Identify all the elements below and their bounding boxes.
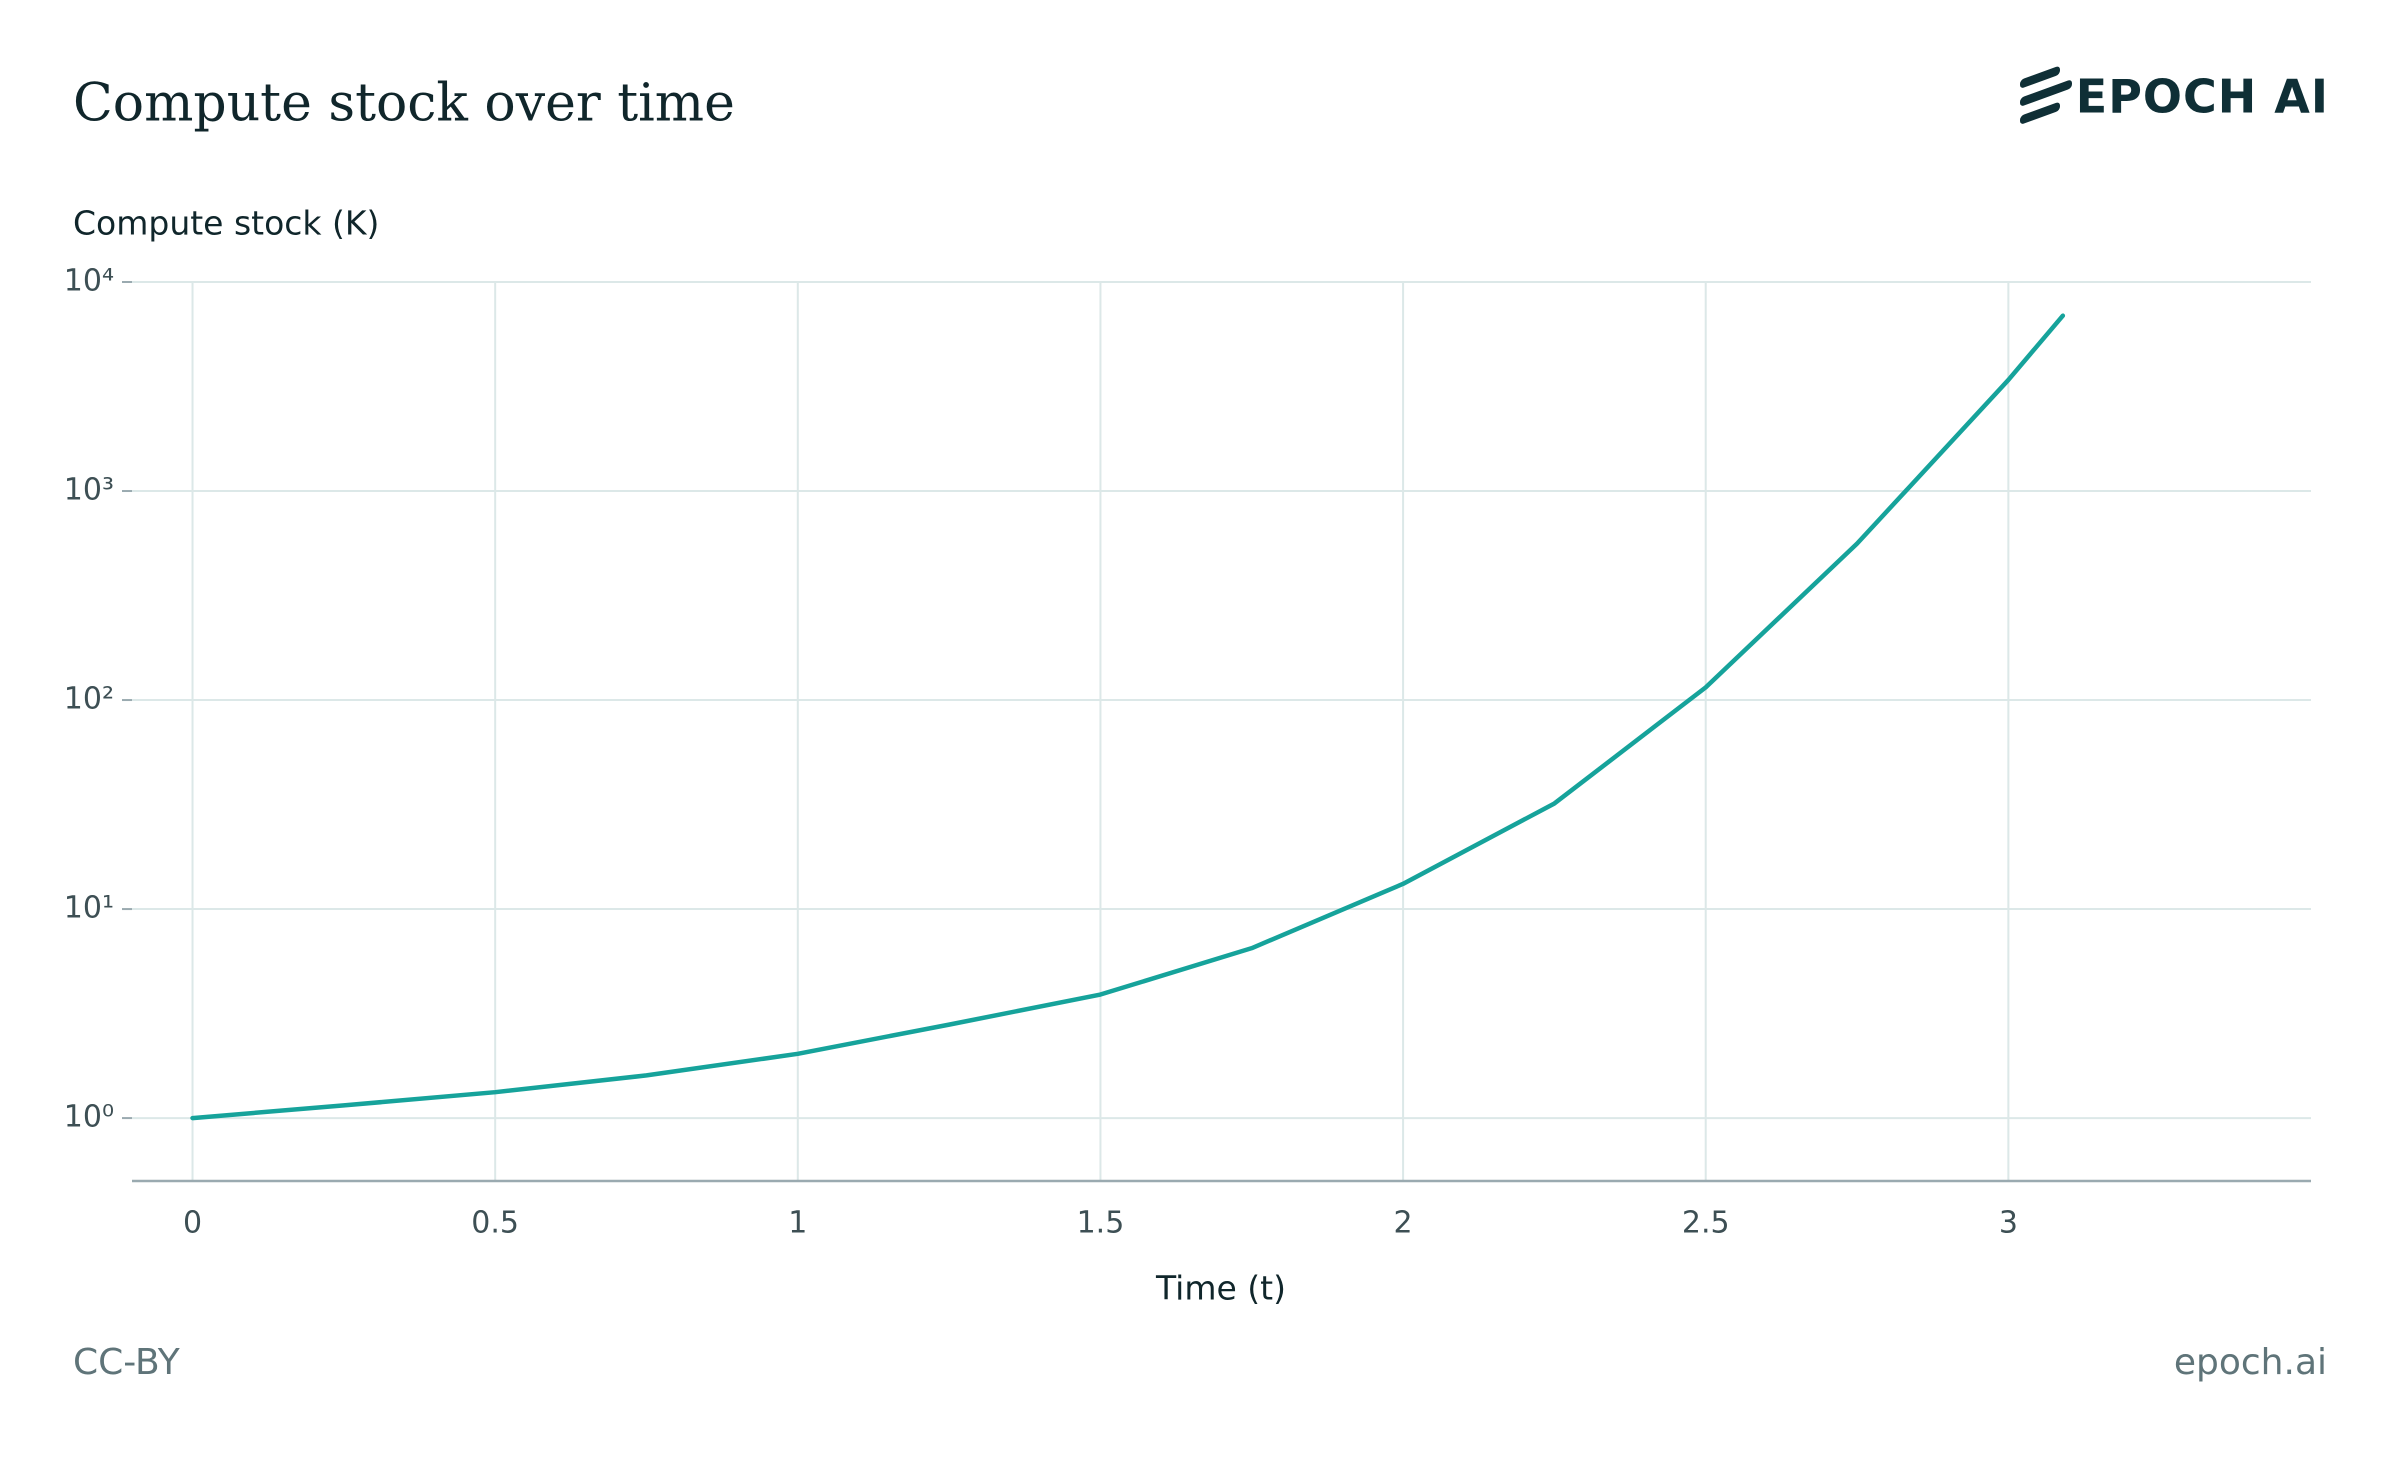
- license: CC-BY: [73, 1342, 181, 1383]
- grid: [132, 281, 2311, 1181]
- x-tick-label: 0: [183, 1206, 202, 1241]
- brand-logo: EPOCH AI: [2020, 66, 2329, 124]
- chart-title: Compute stock over time: [73, 74, 735, 134]
- x-tick-label: 0.5: [471, 1206, 519, 1241]
- data-line: [190, 313, 2066, 1121]
- x-tick-label: 2.5: [1682, 1206, 1730, 1241]
- y-tick-label: 10⁰: [64, 1100, 114, 1135]
- y-tick-label: 10²: [64, 682, 114, 717]
- brand-name: EPOCH AI: [2076, 70, 2329, 124]
- y-tick-label: 10³: [64, 473, 114, 508]
- y-axis-title: Compute stock (K): [73, 204, 379, 243]
- x-tick-label: 3: [1999, 1206, 2018, 1241]
- x-tick-label: 2: [1394, 1206, 1413, 1241]
- x-tick-label: 1: [788, 1206, 807, 1241]
- y-tick-label: 10⁴: [64, 264, 114, 299]
- x-tick-label: 1.5: [1077, 1206, 1125, 1241]
- y-tick-label: 10¹: [64, 891, 114, 926]
- footer-url: epoch.ai: [2174, 1342, 2327, 1383]
- x-axis-title: Time (t): [1155, 1269, 1286, 1308]
